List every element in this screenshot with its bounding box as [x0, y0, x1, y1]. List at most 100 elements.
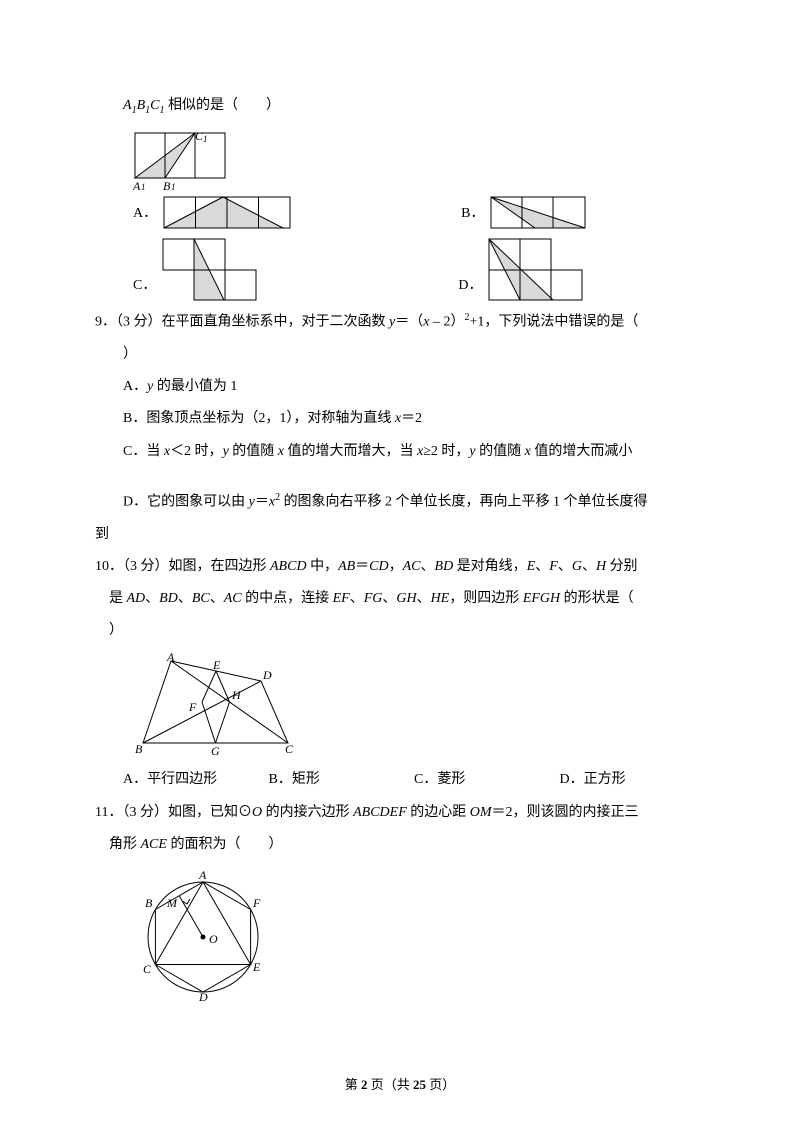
txt: ＜2 时，	[170, 444, 223, 459]
svg-text:1: 1	[141, 182, 146, 190]
txt: F	[549, 559, 558, 574]
txt: 的中点，连接	[242, 591, 333, 606]
q9-stem2: ）	[95, 339, 705, 371]
txt: G	[572, 559, 582, 574]
txt: 值的增大而减小	[531, 444, 633, 459]
txt: B．图象顶点坐标为（2，1），对称轴为直线	[123, 411, 395, 426]
txt: 的内接六边形	[262, 805, 353, 820]
txt: ≥2 时，	[423, 444, 469, 459]
txt: 的形状是（	[560, 591, 634, 606]
txt: C．当	[123, 444, 164, 459]
txt: EF	[333, 591, 350, 606]
txt: 是	[109, 591, 127, 606]
q9-d: D．它的图象可以由 y＝x2 的图象向右平移 2 个单位长度，再向上平移 1 个…	[95, 486, 705, 519]
svg-text:F: F	[252, 896, 261, 910]
txt: 的值随	[229, 444, 278, 459]
q11-figure: A B C D E F O M	[133, 867, 705, 1002]
txt: E	[527, 559, 536, 574]
txt: 的边心距	[407, 805, 470, 820]
svg-text:C: C	[143, 962, 152, 976]
svg-text:D: D	[262, 668, 272, 682]
svg-text:1: 1	[171, 182, 176, 190]
q10-l2: 是 AD、BD、BC、AC 的中点，连接 EF、FG、GH、HE，则四边形 EF…	[95, 583, 705, 615]
svg-text:H: H	[231, 688, 242, 702]
txt: CD	[369, 559, 388, 574]
txt: 分别	[606, 559, 638, 574]
txt: GH	[396, 591, 416, 606]
txt: ＝2	[401, 411, 422, 426]
txt: BC	[192, 591, 210, 606]
txt: ACE	[141, 837, 167, 852]
q8-ref-figure: A 1 B 1 C 1	[133, 128, 705, 190]
svg-text:B: B	[163, 179, 171, 190]
q10-c: C．菱形	[414, 764, 560, 796]
opt-d-label: D．	[458, 270, 488, 302]
txt: D．它的图象可以由	[123, 494, 249, 509]
txt: 、	[145, 591, 159, 606]
txt: 1	[159, 105, 164, 116]
txt: EFGH	[523, 591, 560, 606]
txt: 页）	[426, 1077, 455, 1092]
q8-stem-tail: A1B1C1 相似的是（ ）	[95, 90, 705, 122]
svg-text:E: E	[252, 960, 261, 974]
txt: 、	[382, 591, 396, 606]
q11-l2: 角形 ACE 的面积为（ ）	[95, 829, 705, 861]
txt: A．	[123, 379, 147, 394]
txt: BD	[435, 559, 454, 574]
txt: ABCDEF	[353, 805, 407, 820]
txt: ）	[123, 347, 137, 362]
q10-a: A．平行四边形	[123, 764, 269, 796]
txt: ABCD	[270, 559, 307, 574]
txt: AC	[403, 559, 421, 574]
q10-l1: 10．（3 分）如图，在四边形 ABCD 中，AB＝CD，AC、BD 是对角线，…	[95, 551, 705, 583]
txt: +1，下列说法中错误的是（	[469, 315, 638, 330]
txt: 、	[558, 559, 572, 574]
txt: 、	[178, 591, 192, 606]
txt: ＝（	[395, 315, 423, 330]
txt: 相似的是（ ）	[168, 98, 280, 113]
txt: 、	[417, 591, 431, 606]
txt: 的值随	[476, 444, 525, 459]
q10-l3: ）	[95, 615, 705, 647]
opt-a-label: A．	[133, 198, 163, 230]
page-total: 25	[413, 1077, 426, 1092]
txt: AD	[127, 591, 146, 606]
q10-figure: A B C D E F G H	[133, 653, 705, 758]
svg-text:A: A	[133, 179, 141, 190]
q8-row-ab: A． B．	[133, 196, 705, 230]
txt: 第	[345, 1077, 361, 1092]
q9-d2: 到	[95, 519, 705, 551]
q9-c: C．当 x＜2 时，y 的值随 x 值的增大而增大，当 x≥2 时，y 的值随 …	[95, 436, 705, 468]
txt: FG	[364, 591, 383, 606]
txt: AB	[338, 559, 355, 574]
q8-row-cd: C． D．	[133, 238, 705, 302]
txt: 、	[210, 591, 224, 606]
q8-opt-b-fig	[490, 196, 590, 230]
txt: 10．（3 分）如图，在四边形	[95, 559, 270, 574]
txt: 页（共	[367, 1077, 413, 1092]
svg-text:C: C	[285, 742, 294, 756]
svg-text:B: B	[135, 742, 143, 756]
txt: 、	[421, 559, 435, 574]
q10-b: B．矩形	[269, 764, 415, 796]
txt: 角形	[109, 837, 141, 852]
txt: – 2）	[429, 315, 464, 330]
svg-text:F: F	[188, 700, 197, 714]
q9-stem: 9．（3 分）在平面直角坐标系中，对于二次函数 y＝（x – 2）2+1，下列说…	[95, 306, 705, 339]
page-footer: 第 2 页（共 25 页）	[0, 1070, 800, 1100]
q8-opt-d-fig	[488, 238, 588, 302]
txt: 的图象向右平移 2 个单位长度，再向上平移 1 个单位长度得	[280, 494, 648, 509]
txt: BD	[159, 591, 178, 606]
txt: 、	[350, 591, 364, 606]
q10-d: D．正方形	[560, 764, 706, 796]
opt-b-label: B．	[461, 198, 490, 230]
svg-text:B: B	[145, 896, 153, 910]
q8-opt-c-fig	[162, 238, 258, 302]
txt: ，则四边形	[449, 591, 523, 606]
txt: ，	[389, 559, 403, 574]
q9-a: A．y 的最小值为 1	[95, 371, 705, 403]
svg-text:A: A	[198, 868, 207, 882]
txt: 的面积为（ ）	[167, 837, 283, 852]
txt: OM	[470, 805, 492, 820]
txt: HE	[431, 591, 450, 606]
